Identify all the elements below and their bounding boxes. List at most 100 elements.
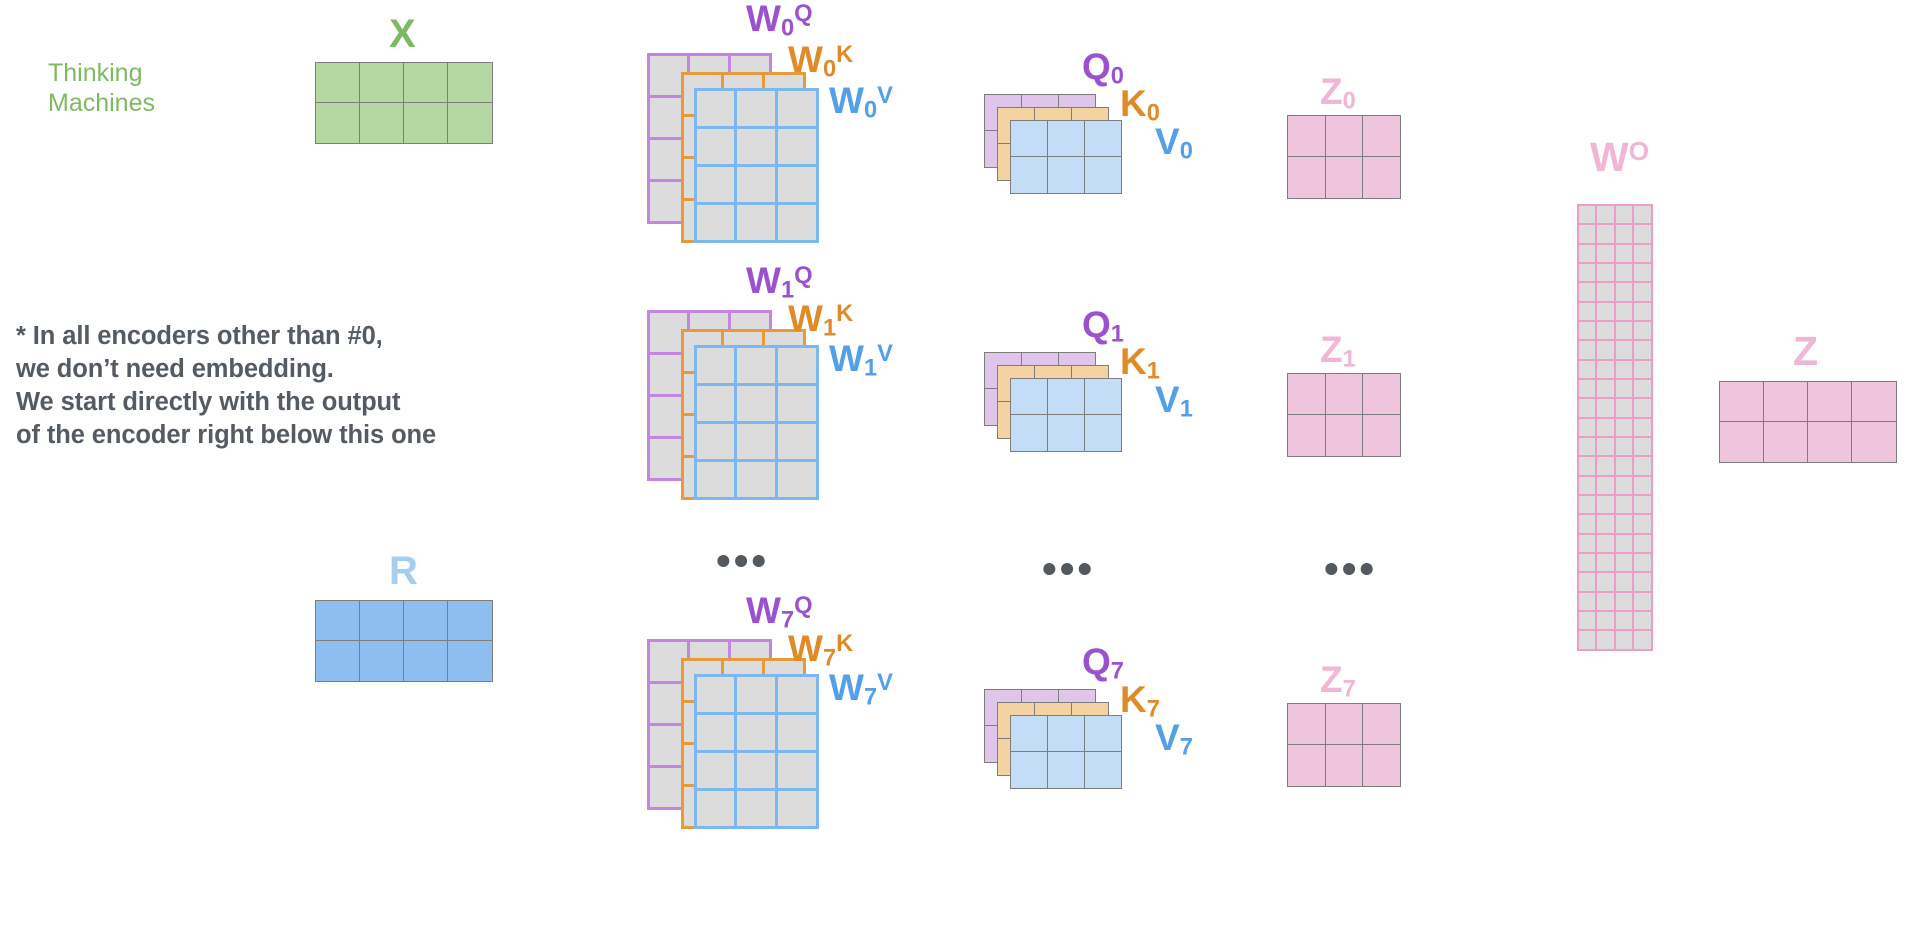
w1-key-sup: K <box>836 301 854 328</box>
z-ellipsis: ••• <box>1324 545 1378 592</box>
matrix-cell <box>1324 703 1364 746</box>
x-matrix-label: X <box>389 12 416 56</box>
w0-value-sup: V <box>877 83 893 110</box>
matrix-cell <box>1851 421 1897 463</box>
matrix-cell <box>734 344 778 386</box>
matrix-cell <box>447 600 493 642</box>
x-matrix <box>315 62 493 144</box>
matrix-cell <box>1287 373 1327 416</box>
matrix-cell <box>693 344 738 386</box>
matrix-cell <box>1083 715 1122 753</box>
w1-value-sup: V <box>877 341 893 368</box>
z7-matrix <box>1287 703 1401 787</box>
z7-base: Z <box>1320 659 1343 700</box>
qkv-ellipsis: ••• <box>1042 545 1096 592</box>
q7-base: Q <box>1082 641 1111 682</box>
w0-key-sup: K <box>836 42 854 69</box>
w0-key-sub: 0 <box>822 56 837 83</box>
w7-value-sub: 7 <box>863 684 878 711</box>
matrix-cell <box>693 458 738 500</box>
matrix-cell <box>1719 381 1765 423</box>
input-words: Thinking Machines <box>48 59 155 117</box>
r-matrix <box>315 600 493 682</box>
matrix-cell <box>774 382 819 424</box>
matrix-cell <box>1807 381 1853 423</box>
q7-label: Q7 <box>1082 643 1124 684</box>
w7-key-label: W7K <box>788 630 853 671</box>
matrix-cell <box>1324 414 1364 457</box>
wo-sup: O <box>1628 135 1650 166</box>
w1-key-label: W1K <box>788 300 853 341</box>
wo-matrix <box>1576 203 1654 652</box>
k7-base: K <box>1120 679 1147 720</box>
z0-matrix <box>1287 115 1401 199</box>
w1-value-sub: 1 <box>863 355 878 382</box>
matrix-cell <box>1010 715 1049 753</box>
matrix-cell <box>1324 156 1364 199</box>
matrix-cell <box>315 600 361 642</box>
w7-query-base: W <box>746 590 781 631</box>
matrix-cell <box>1083 120 1122 158</box>
matrix-cell <box>774 125 819 167</box>
w0-value-sub: 0 <box>863 97 878 124</box>
matrix-cell <box>1010 751 1049 789</box>
v0-sub: 0 <box>1179 138 1193 165</box>
matrix-cell <box>693 711 738 753</box>
w0-query-base: W <box>746 0 781 39</box>
q0-label: Q0 <box>1082 48 1124 89</box>
matrix-cell <box>1287 156 1327 199</box>
matrix-cell <box>359 62 405 104</box>
matrix-cell <box>1287 115 1327 158</box>
k1-label: K1 <box>1120 343 1160 384</box>
matrix-cell <box>1046 715 1086 753</box>
w0-query-sub: 0 <box>780 15 795 42</box>
k0-base: K <box>1120 83 1147 124</box>
matrix-cell <box>1046 378 1086 416</box>
matrix-cell <box>1287 414 1327 457</box>
z7-label: Z7 <box>1320 661 1356 702</box>
matrix-cell <box>1324 373 1364 416</box>
w7-query-sub: 7 <box>780 607 795 634</box>
q1-sub: 1 <box>1110 321 1124 348</box>
v7-sub: 7 <box>1179 734 1193 761</box>
matrix-cell <box>1083 378 1122 416</box>
matrix-cell <box>1083 751 1122 789</box>
w7-key-base: W <box>788 628 823 669</box>
matrix-cell <box>315 640 361 682</box>
matrix-cell <box>1046 751 1086 789</box>
matrix-cell <box>1807 421 1853 463</box>
v1-base: V <box>1155 379 1180 420</box>
w7-value-sup: V <box>877 670 893 697</box>
matrix-cell <box>1719 421 1765 463</box>
w1-query-base: W <box>746 260 781 301</box>
v1-label: V1 <box>1155 381 1193 422</box>
v0-base: V <box>1155 121 1180 162</box>
matrix-cell <box>734 787 778 829</box>
matrix-cell <box>447 102 493 144</box>
matrix-cell <box>693 382 738 424</box>
matrix-cell <box>1083 414 1122 452</box>
matrix-cell <box>1046 414 1086 452</box>
matrix-cell <box>734 711 778 753</box>
matrix-cell <box>774 458 819 500</box>
matrix-cell <box>447 640 493 682</box>
v1-sub: 1 <box>1179 396 1193 423</box>
matrix-cell <box>774 673 819 715</box>
matrix-cell <box>774 87 819 129</box>
matrix-cell <box>734 125 778 167</box>
w1-query-label: W1Q <box>746 262 813 303</box>
matrix-cell <box>1010 156 1049 194</box>
matrix-cell <box>403 600 449 642</box>
q0-sub: 0 <box>1110 63 1124 90</box>
wo-label: WO <box>1590 137 1649 178</box>
matrix-cell <box>1763 381 1809 423</box>
matrix-cell <box>1361 156 1401 199</box>
v0-matrix <box>1010 120 1122 194</box>
matrix-cell <box>774 711 819 753</box>
matrix-cell <box>1010 414 1049 452</box>
w0-value-weight-matrix <box>693 87 819 243</box>
matrix-cell <box>1763 421 1809 463</box>
z-output-label: Z <box>1793 328 1819 374</box>
wo-base: W <box>1590 134 1629 180</box>
w7-key-sub: 7 <box>822 645 837 672</box>
